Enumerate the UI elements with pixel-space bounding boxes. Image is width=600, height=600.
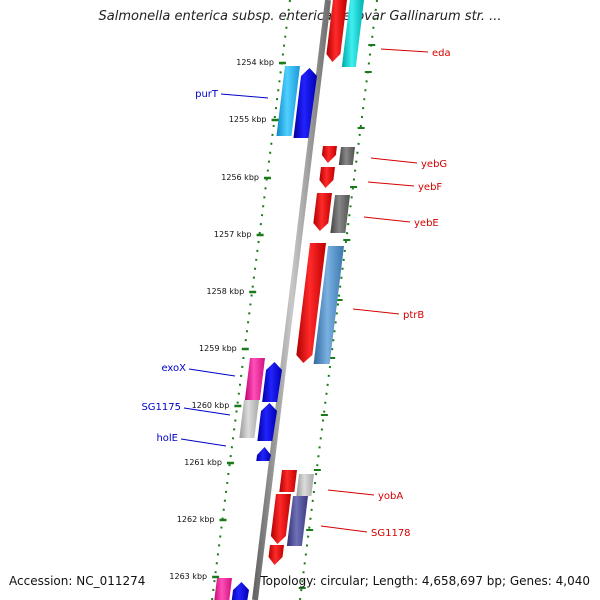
gene-purT-cyan[interactable] <box>276 66 300 136</box>
gene-features <box>213 0 364 600</box>
gene-yobA-red[interactable] <box>279 470 297 492</box>
label-leader-line <box>352 308 400 315</box>
gene-yebF-red[interactable] <box>319 167 335 188</box>
kbp-tick-label: 1260 kbp <box>192 401 230 410</box>
kbp-ticks: 1254 kbp 1255 kbp 1256 kbp 1257 kbp 1258 kbp… <box>169 44 376 589</box>
gene-exoX-pink[interactable] <box>244 358 265 400</box>
label-leader-line <box>370 157 418 164</box>
gene-yebG-red[interactable] <box>321 146 337 163</box>
accession-text: Accession: NC_011274 <box>9 574 146 588</box>
gene-label-leaders <box>180 48 429 533</box>
gene-purT-blue[interactable] <box>293 68 317 138</box>
outer-track-dotted <box>299 0 378 600</box>
gene-SG1178-red[interactable] <box>270 494 291 544</box>
label-leader-line <box>327 489 375 496</box>
gene-label-yebE[interactable]: yebE <box>414 218 439 229</box>
gene-ptrB-red[interactable] <box>296 243 326 363</box>
kbp-tick-label: 1259 kbp <box>199 344 237 353</box>
kbp-tick-label: 1254 kbp <box>236 58 274 67</box>
gene-exoX-blue[interactable] <box>262 362 282 402</box>
label-leader-line <box>180 438 227 447</box>
gene-label-yebF[interactable]: yebF <box>418 182 442 193</box>
kbp-tick-label: 1256 kbp <box>221 173 259 182</box>
gene-label-eda[interactable]: eda <box>432 48 451 59</box>
gene-holE-blue[interactable] <box>256 447 271 461</box>
label-leader-line <box>188 368 236 377</box>
kbp-tick-label: 1263 kbp <box>169 572 207 581</box>
kbp-tick-label: 1255 kbp <box>229 115 267 124</box>
label-leader-line <box>363 216 411 223</box>
tick-track-dotted <box>211 0 291 600</box>
gene-yobA-gray[interactable] <box>296 474 314 496</box>
gene-SG1178-slate[interactable] <box>286 496 308 546</box>
gene-label-purT[interactable]: purT <box>195 89 219 100</box>
gene-labels: eda yebG yebF yebE ptrB yobA SG1178 purT exoX SG1… <box>141 48 450 539</box>
kbp-tick-label: 1262 kbp <box>177 515 215 524</box>
gene-label-yebG[interactable]: yebG <box>421 159 447 170</box>
gene-label-SG1175[interactable]: SG1175 <box>141 402 181 413</box>
gene-SG1175-blue[interactable] <box>257 403 277 441</box>
gene-label-SG1178[interactable]: SG1178 <box>371 528 411 539</box>
gene-label-yobA[interactable]: yobA <box>378 491 403 502</box>
label-leader-line <box>183 407 231 416</box>
gene-ptrB-steel[interactable] <box>313 246 344 364</box>
label-leader-line <box>220 93 269 99</box>
gene-yebE-red[interactable] <box>313 193 332 231</box>
kbp-tick-label: 1261 kbp <box>184 458 222 467</box>
gene-yebE-gray[interactable] <box>330 195 350 233</box>
gene-yebG-gray[interactable] <box>338 147 355 165</box>
genome-summary-text: Topology: circular; Length: 4,658,697 bp… <box>260 574 590 588</box>
gene-red-small[interactable] <box>268 545 284 565</box>
genome-title: Salmonella enterica subsp. enterica sero… <box>98 9 502 24</box>
label-leader-line <box>320 525 368 533</box>
kbp-tick-label: 1258 kbp <box>206 287 244 296</box>
label-leader-line <box>380 48 429 53</box>
gene-label-holE[interactable]: holE <box>156 433 178 444</box>
kbp-tick-label: 1257 kbp <box>214 230 252 239</box>
gene-eda-red[interactable] <box>326 0 347 62</box>
gene-label-ptrB[interactable]: ptrB <box>403 310 424 321</box>
gene-bottom-pink[interactable] <box>213 578 232 600</box>
gene-eda-teal[interactable] <box>341 0 364 67</box>
gene-SG1175-gray[interactable] <box>239 400 259 438</box>
gene-bottom-blue[interactable] <box>230 582 249 600</box>
gene-label-exoX[interactable]: exoX <box>161 363 186 374</box>
genome-backbone <box>252 0 331 600</box>
label-leader-line <box>367 181 415 187</box>
